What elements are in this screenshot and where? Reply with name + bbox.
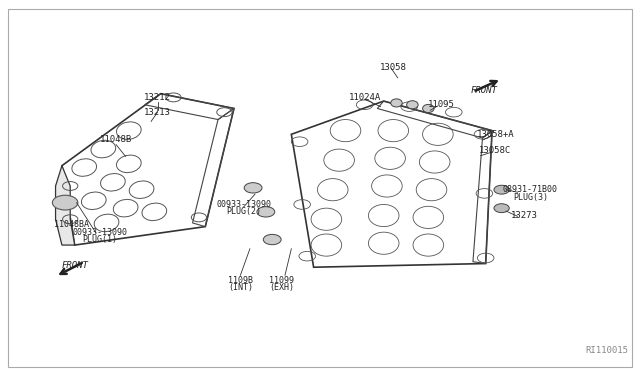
Text: RI110015: RI110015 — [585, 346, 628, 355]
Text: 00933-13090: 00933-13090 — [216, 200, 271, 209]
Text: PLUG(2): PLUG(2) — [226, 207, 261, 217]
Text: 00933-13090: 00933-13090 — [73, 228, 127, 237]
Text: 11048BA: 11048BA — [54, 220, 89, 229]
Text: 11024A: 11024A — [349, 93, 381, 102]
Text: 13058C: 13058C — [479, 147, 511, 155]
Text: 13058: 13058 — [380, 63, 406, 72]
Ellipse shape — [422, 105, 434, 112]
Polygon shape — [56, 166, 75, 245]
Text: PLUG(3): PLUG(3) — [513, 193, 548, 202]
Text: 11099: 11099 — [269, 276, 294, 285]
Text: FRONT: FRONT — [61, 261, 88, 270]
Circle shape — [257, 207, 275, 217]
Text: (EXH): (EXH) — [269, 283, 294, 292]
Text: 13212: 13212 — [144, 93, 171, 102]
Circle shape — [52, 195, 78, 210]
Text: 13058+A: 13058+A — [476, 130, 514, 139]
Text: FRONT: FRONT — [471, 86, 498, 94]
Text: PLUG(1): PLUG(1) — [83, 235, 118, 244]
Circle shape — [494, 204, 509, 212]
Text: 08931-71B00: 08931-71B00 — [503, 185, 558, 194]
Circle shape — [244, 183, 262, 193]
Text: 1109B: 1109B — [228, 276, 253, 285]
Circle shape — [494, 185, 509, 194]
Text: 13273: 13273 — [511, 211, 538, 220]
Circle shape — [263, 234, 281, 245]
Text: (INT): (INT) — [228, 283, 253, 292]
Text: 11095: 11095 — [428, 100, 454, 109]
Ellipse shape — [406, 101, 418, 109]
Text: 11048B: 11048B — [100, 135, 132, 144]
Ellipse shape — [391, 99, 402, 107]
Text: 13213: 13213 — [144, 108, 171, 117]
